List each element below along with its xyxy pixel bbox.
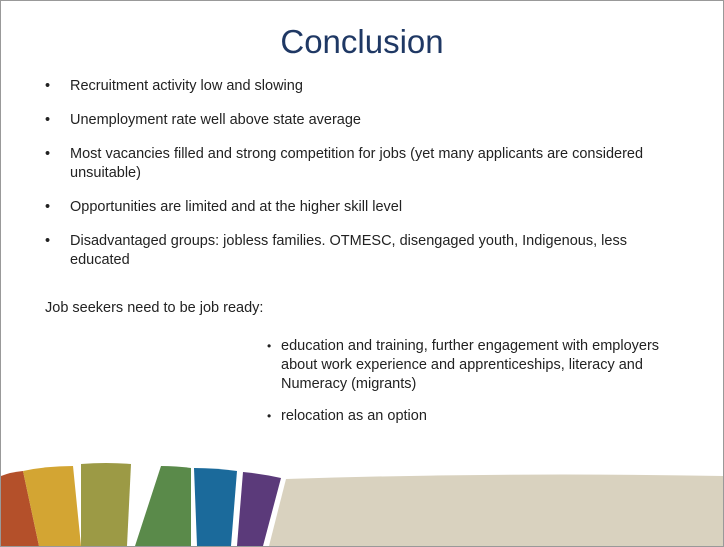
stripe	[237, 472, 281, 546]
slide-title: Conclusion	[280, 23, 444, 60]
stripe	[194, 468, 237, 546]
sub-bullet: education and training, further engageme…	[267, 337, 687, 394]
bullet: Most vacancies filled and strong competi…	[45, 145, 665, 183]
lead-text: Job seekers need to be job ready:	[45, 300, 264, 316]
stripe	[135, 466, 191, 546]
bullet-list: Recruitment activity low and slowing Une…	[45, 77, 665, 285]
footer-decoration	[1, 463, 723, 546]
bullet: Unemployment rate well above state avera…	[45, 111, 665, 130]
stripe	[23, 466, 81, 546]
bullet: Disadvantaged groups: jobless families. …	[45, 232, 665, 270]
sub-bullet-list: education and training, further engageme…	[267, 337, 687, 439]
bullet: Opportunities are limited and at the hig…	[45, 198, 665, 217]
stripe	[1, 471, 39, 546]
stripe	[81, 463, 131, 546]
bullet: Recruitment activity low and slowing	[45, 77, 665, 96]
sub-bullet: relocation as an option	[267, 407, 687, 426]
footer-band	[269, 474, 723, 546]
